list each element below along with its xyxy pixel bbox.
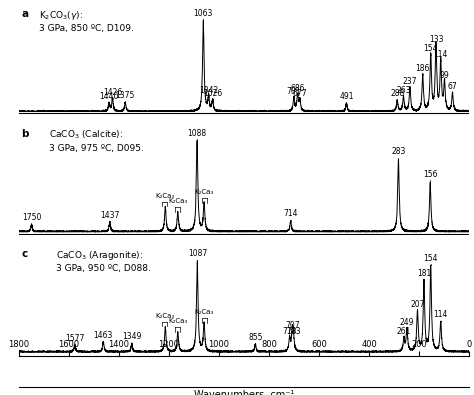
Text: 1577: 1577 (65, 334, 84, 343)
Text: 686: 686 (291, 84, 305, 93)
Text: 677: 677 (292, 89, 307, 98)
Text: 186: 186 (416, 64, 430, 73)
Text: 133: 133 (429, 35, 443, 43)
Text: 1437: 1437 (100, 211, 119, 220)
Text: 1088: 1088 (188, 129, 207, 138)
Text: 99: 99 (439, 71, 449, 80)
Text: 1463: 1463 (93, 331, 113, 340)
Text: 1375: 1375 (116, 91, 135, 100)
Text: K₂Ca₃: K₂Ca₃ (168, 318, 187, 325)
Text: 249: 249 (400, 318, 414, 327)
Text: 1026: 1026 (203, 89, 222, 98)
Text: CaCO$_3$ (Aragonite):: CaCO$_3$ (Aragonite): (56, 249, 144, 262)
Text: 154: 154 (423, 254, 438, 263)
Text: 701: 701 (287, 87, 301, 96)
Text: 114: 114 (434, 310, 448, 320)
Text: 156: 156 (423, 170, 438, 179)
Text: K₂Ca₃: K₂Ca₃ (156, 193, 175, 199)
Text: 181: 181 (417, 269, 431, 278)
Text: K₂Ca₃: K₂Ca₃ (168, 198, 187, 204)
X-axis label: Wavenumbers, cm⁻¹: Wavenumbers, cm⁻¹ (194, 390, 294, 395)
Text: 67: 67 (447, 82, 457, 91)
Text: 207: 207 (410, 299, 425, 308)
Text: 114: 114 (434, 50, 448, 59)
Text: K₂Ca₃: K₂Ca₃ (156, 313, 175, 319)
Text: b: b (21, 129, 29, 139)
Text: 3 GPa, 950 ºC, D088.: 3 GPa, 950 ºC, D088. (56, 264, 151, 273)
Text: 703: 703 (286, 327, 301, 336)
Text: K$_2$CO$_3$($\gamma$):: K$_2$CO$_3$($\gamma$): (39, 9, 83, 21)
Text: 154: 154 (423, 44, 438, 53)
Text: 288: 288 (390, 89, 404, 98)
Text: 283: 283 (391, 147, 406, 156)
Text: 1087: 1087 (188, 249, 207, 258)
Text: 714: 714 (283, 209, 298, 218)
Text: 1349: 1349 (122, 332, 141, 341)
Text: K₂Ca₃: K₂Ca₃ (194, 309, 214, 315)
Text: 707: 707 (285, 320, 300, 329)
Text: 1426: 1426 (103, 88, 122, 96)
Text: K₂Ca₃: K₂Ca₃ (194, 189, 214, 195)
Text: 263: 263 (396, 86, 410, 95)
Text: 261: 261 (397, 327, 411, 336)
Text: c: c (21, 249, 27, 259)
Text: 1063: 1063 (194, 9, 213, 18)
Text: 491: 491 (339, 92, 354, 101)
Text: 237: 237 (403, 77, 417, 86)
Text: 1750: 1750 (22, 213, 41, 222)
Text: a: a (21, 9, 28, 19)
Text: 855: 855 (248, 333, 263, 342)
Text: 1042: 1042 (199, 86, 218, 95)
Text: 1440: 1440 (100, 92, 118, 101)
Text: 3 GPa, 850 ºC, D109.: 3 GPa, 850 ºC, D109. (39, 24, 134, 33)
Text: 3 GPa, 975 ºC, D095.: 3 GPa, 975 ºC, D095. (49, 144, 144, 153)
Text: 718: 718 (283, 327, 297, 336)
Text: CaCO$_3$ (Calcite):: CaCO$_3$ (Calcite): (49, 129, 123, 141)
